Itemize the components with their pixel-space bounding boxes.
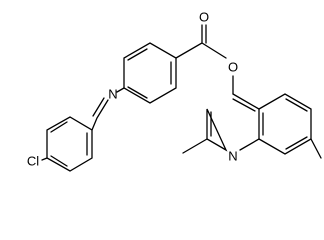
molecule-diagram: O O N N Cl: [27, 10, 322, 172]
benzoate-ring-double: [127, 48, 172, 99]
atom-label: N: [108, 87, 117, 102]
chloro-bond: [41, 157, 48, 161]
atom-label: O: [199, 10, 209, 25]
pyridine-ring: [206, 93, 260, 152]
page: {"atoms": {"labels": ["O", "O", "N", "N"…: [26, 9, 322, 172]
benzo-ring: [258, 93, 312, 155]
atom-labels: O O N N Cl: [27, 10, 238, 169]
methyl-bond: [182, 138, 322, 159]
atom-label: Cl: [27, 154, 39, 169]
chlorophenyl-ring: [46, 116, 93, 172]
carbonyl-bond: [175, 24, 227, 59]
atom-label: O: [228, 60, 238, 75]
imine-bond: [91, 87, 125, 131]
benzo-ring-double: [262, 98, 308, 150]
chlorophenyl-ring-double: [50, 121, 88, 167]
pyridine-ring-double: [210, 98, 256, 137]
benzoate-ring: [123, 42, 177, 104]
bonds: [41, 24, 322, 172]
atom-label: N: [228, 149, 237, 164]
